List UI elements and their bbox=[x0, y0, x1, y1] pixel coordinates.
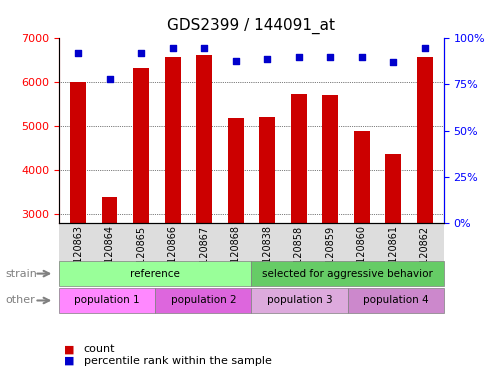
Point bbox=[389, 59, 397, 65]
Text: population 1: population 1 bbox=[74, 295, 140, 306]
Text: population 4: population 4 bbox=[363, 295, 428, 306]
Text: reference: reference bbox=[130, 268, 180, 279]
Text: percentile rank within the sample: percentile rank within the sample bbox=[84, 356, 272, 366]
Text: ■: ■ bbox=[64, 344, 74, 354]
Bar bbox=[196, 55, 212, 346]
Point bbox=[137, 50, 145, 56]
Bar bbox=[165, 57, 180, 346]
Bar bbox=[386, 154, 401, 346]
Text: other: other bbox=[5, 295, 35, 306]
Point bbox=[169, 45, 176, 51]
Title: GDS2399 / 144091_at: GDS2399 / 144091_at bbox=[168, 18, 335, 34]
Bar bbox=[259, 118, 275, 346]
Bar bbox=[228, 118, 244, 346]
Bar bbox=[70, 82, 86, 346]
Text: strain: strain bbox=[5, 268, 37, 279]
Point bbox=[263, 56, 271, 62]
Text: population 2: population 2 bbox=[171, 295, 236, 306]
Bar bbox=[417, 57, 433, 346]
Bar bbox=[322, 96, 338, 346]
Text: ■: ■ bbox=[64, 356, 74, 366]
Point bbox=[200, 45, 208, 51]
Point bbox=[295, 54, 303, 60]
Text: population 3: population 3 bbox=[267, 295, 332, 306]
Point bbox=[421, 45, 429, 51]
Bar bbox=[291, 94, 307, 346]
Text: selected for aggressive behavior: selected for aggressive behavior bbox=[262, 268, 433, 279]
Point bbox=[358, 54, 366, 60]
Point bbox=[74, 50, 82, 56]
Point bbox=[326, 54, 334, 60]
Point bbox=[232, 58, 240, 64]
Bar bbox=[102, 197, 117, 346]
Bar bbox=[133, 68, 149, 346]
Text: count: count bbox=[84, 344, 115, 354]
Bar bbox=[354, 131, 370, 346]
Point bbox=[106, 76, 113, 82]
